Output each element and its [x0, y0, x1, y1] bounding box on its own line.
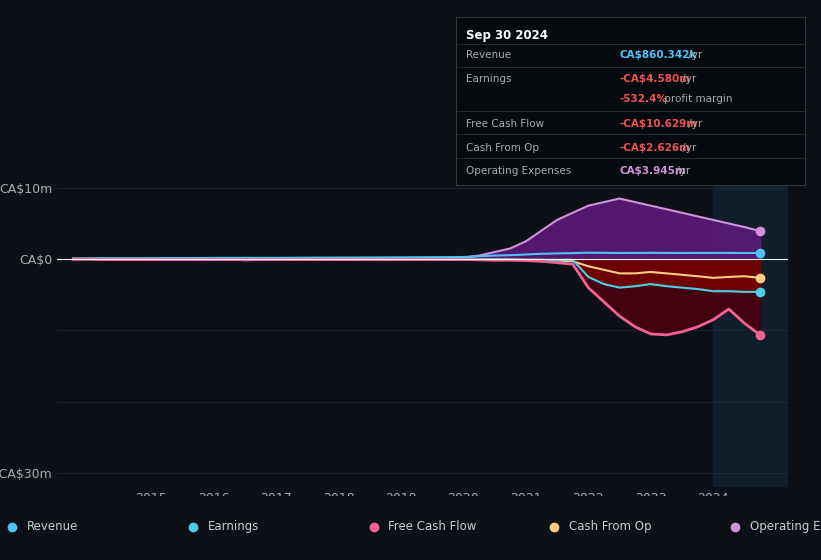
Bar — [713, 174, 807, 487]
Text: Revenue: Revenue — [27, 520, 79, 533]
Text: Cash From Op: Cash From Op — [569, 520, 651, 533]
Text: profit margin: profit margin — [661, 94, 732, 104]
Text: /yr: /yr — [679, 74, 696, 84]
Text: /yr: /yr — [685, 119, 702, 129]
Text: -532.4%: -532.4% — [620, 94, 667, 104]
Text: -CA$4.580m: -CA$4.580m — [620, 74, 690, 84]
Text: /yr: /yr — [673, 166, 690, 176]
Text: Cash From Op: Cash From Op — [466, 143, 539, 153]
Text: CA$860.342k: CA$860.342k — [620, 50, 697, 60]
Text: Earnings: Earnings — [208, 520, 259, 533]
Text: Operating Expenses: Operating Expenses — [750, 520, 821, 533]
Text: Operating Expenses: Operating Expenses — [466, 166, 571, 176]
Text: Revenue: Revenue — [466, 50, 511, 60]
Text: Sep 30 2024: Sep 30 2024 — [466, 29, 548, 41]
Text: -CA$2.626m: -CA$2.626m — [620, 143, 690, 153]
Text: CA$3.945m: CA$3.945m — [620, 166, 686, 176]
Text: -CA$10.629m: -CA$10.629m — [620, 119, 698, 129]
Text: /yr: /yr — [679, 143, 696, 153]
Text: Earnings: Earnings — [466, 74, 511, 84]
Text: /yr: /yr — [685, 50, 702, 60]
Text: Free Cash Flow: Free Cash Flow — [388, 520, 477, 533]
Text: Free Cash Flow: Free Cash Flow — [466, 119, 544, 129]
